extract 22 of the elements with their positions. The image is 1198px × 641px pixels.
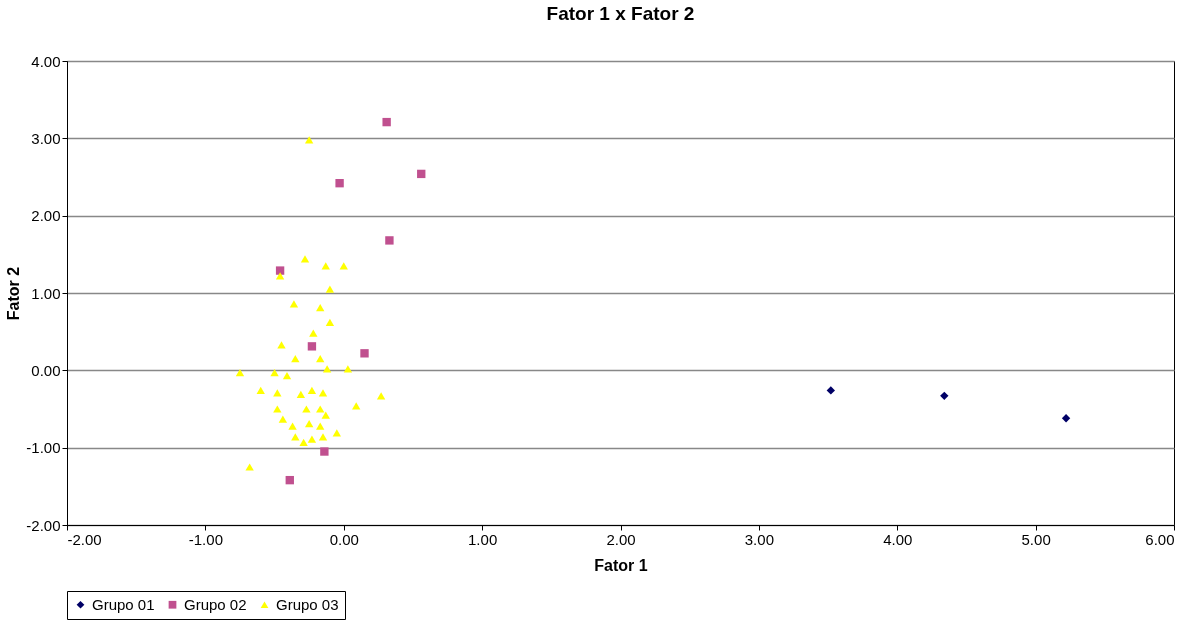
y-tick-label: 1.00 [31, 284, 61, 302]
x-tick-label: -1.00 [188, 530, 223, 548]
x-tick-label: 6.00 [1145, 530, 1175, 548]
y-tick-label: 4.00 [31, 52, 61, 70]
y-axis-title: Fator 2 [5, 266, 23, 321]
x-tick-label: -2.00 [67, 530, 102, 548]
y-tick-label: -1.00 [26, 439, 61, 457]
chart-title: Fator 1 x Fator 2 [546, 3, 695, 24]
legend-label: Grupo 02 [184, 595, 247, 613]
x-tick-label: 0.00 [329, 530, 359, 548]
x-tick-label: 1.00 [468, 530, 498, 548]
x-tick-label: 2.00 [606, 530, 636, 548]
x-axis-title: Fator 1 [594, 556, 648, 574]
legend-label: Grupo 01 [92, 595, 155, 613]
x-tick-label: 3.00 [744, 530, 774, 548]
y-tick-label: 2.00 [31, 207, 61, 225]
x-tick-label: 5.00 [1021, 530, 1051, 548]
y-tick-label: 0.00 [31, 361, 61, 379]
y-tick-label: 3.00 [31, 129, 61, 147]
y-tick-label: -2.00 [26, 516, 61, 534]
x-tick-label: 4.00 [883, 530, 913, 548]
legend-label: Grupo 03 [276, 595, 339, 613]
